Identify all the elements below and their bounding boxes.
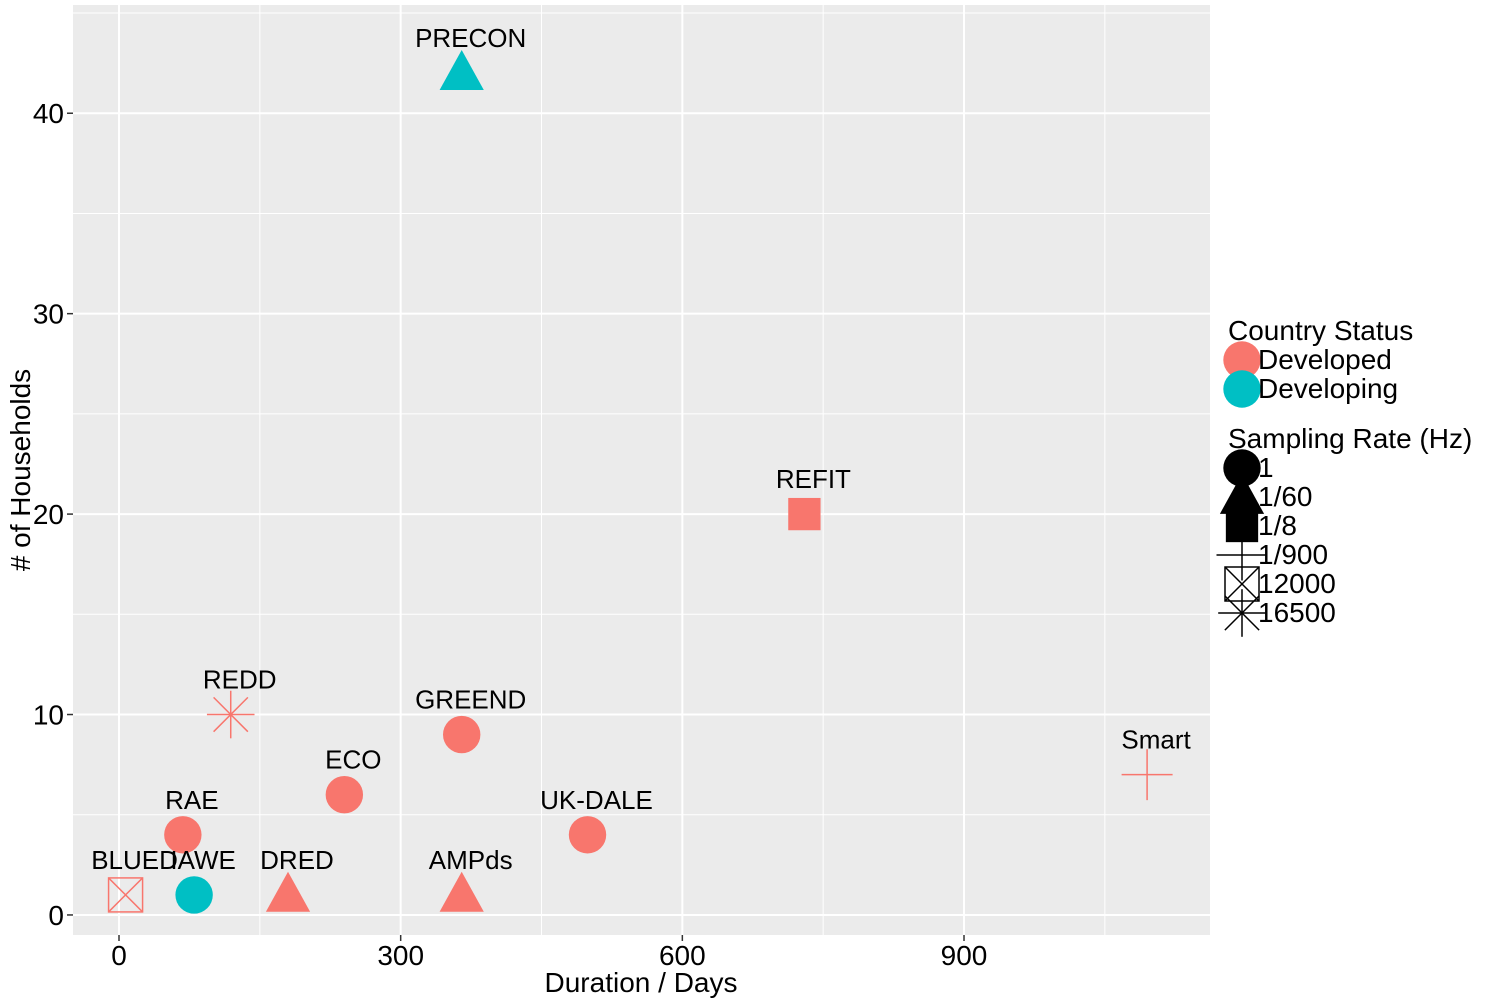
point-label-rae: RAE [165,785,218,815]
legend-label-developing: Developing [1258,373,1398,404]
point-uk-dale [568,816,607,854]
point-iawe [175,876,213,914]
x-tick-label: 900 [941,940,988,971]
legend-label-1: 1 [1258,452,1274,483]
legend-color-title: Country Status [1228,315,1413,346]
legend-label-1-900: 1/900 [1258,539,1328,570]
legend-label-12000: 12000 [1258,568,1336,599]
point-labels: PRECON REFIT REDD GREEND ECO Smart RAE UK-DALE B… [91,23,1191,875]
point-ampds [439,871,484,912]
point-greend [443,715,481,754]
minor-gridlines [73,5,1210,935]
y-tick-label: 10 [33,700,64,731]
point-label-greend: GREEND [415,685,526,715]
legend-key-developing [1223,370,1261,408]
point-dred [265,871,311,912]
point-label-blued: BLUED [91,845,178,875]
point-label-uk-dale: UK-DALE [540,785,653,815]
point-redd [206,690,255,739]
legend-key-plus-1-900 [1216,529,1268,581]
point-label-iawe: IAWE [170,845,235,875]
legend-shape-title: Sampling Rate (Hz) [1228,423,1472,454]
point-blued [107,877,144,913]
point-precon [439,49,484,90]
y-tick-label: 0 [48,900,64,931]
legend-label-1-8: 1/8 [1258,510,1297,541]
point-smart [1121,749,1173,801]
legend-key-asterisk-16500 [1218,589,1266,637]
y-axis-title: # of Households [5,369,36,571]
x-axis-ticks: 0 300 600 900 [111,935,987,971]
legend-key-circle-1 [1223,449,1261,487]
point-label-eco: ECO [325,745,381,775]
legend-label-developed: Developed [1258,344,1392,375]
y-tick-label: 30 [33,299,64,330]
x-tick-label: 0 [111,940,127,971]
point-eco [325,775,364,814]
point-label-refit: REFIT [776,464,851,494]
point-rae [164,816,202,854]
y-tick-label: 40 [33,98,64,129]
point-label-precon: PRECON [415,23,526,53]
x-axis-title: Duration / Days [545,967,738,998]
point-label-ampds: AMPds [429,845,513,875]
x-tick-label: 600 [659,940,706,971]
legend-label-1-60: 1/60 [1258,481,1313,512]
legend-label-16500: 16500 [1258,597,1336,628]
y-tick-label: 20 [33,499,64,530]
point-label-dred: DRED [260,845,334,875]
point-refit [788,497,821,531]
point-label-smart: Smart [1121,725,1191,755]
major-gridlines [73,5,1210,935]
point-label-redd: REDD [203,665,277,695]
legend-key-developed [1223,341,1261,379]
y-axis-ticks: 0 10 20 30 40 [33,98,73,931]
plot-panel [73,5,1210,935]
data-points [107,49,1173,914]
legend-key-triangle-1-60 [1219,473,1265,514]
x-tick-label: 300 [377,940,424,971]
